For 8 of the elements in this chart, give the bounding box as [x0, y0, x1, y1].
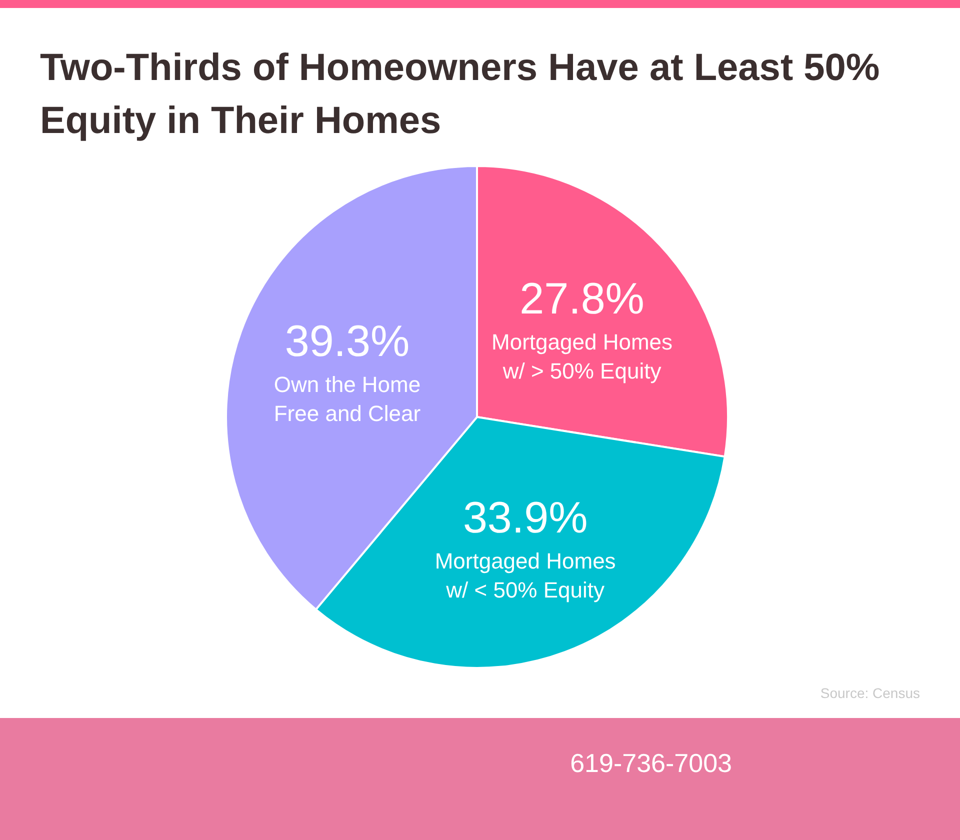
data-label: 27.8%: [520, 274, 644, 324]
text: 619-736-7003: [570, 748, 732, 778]
data-label: 39.3%: [284, 316, 410, 366]
slice-label: Mortgaged Homes w/ < 50% Equity: [434, 548, 616, 602]
slice-label: Own the Home Free and Clear: [274, 372, 421, 426]
data-label: 33.9%: [462, 493, 588, 542]
chart-title: Two-Thirds of Homeowners Have at Least 50% Equity in Their Homes: [40, 47, 880, 142]
slice-label: Mortgaged Homes w/ > 50% Equity: [492, 329, 673, 384]
